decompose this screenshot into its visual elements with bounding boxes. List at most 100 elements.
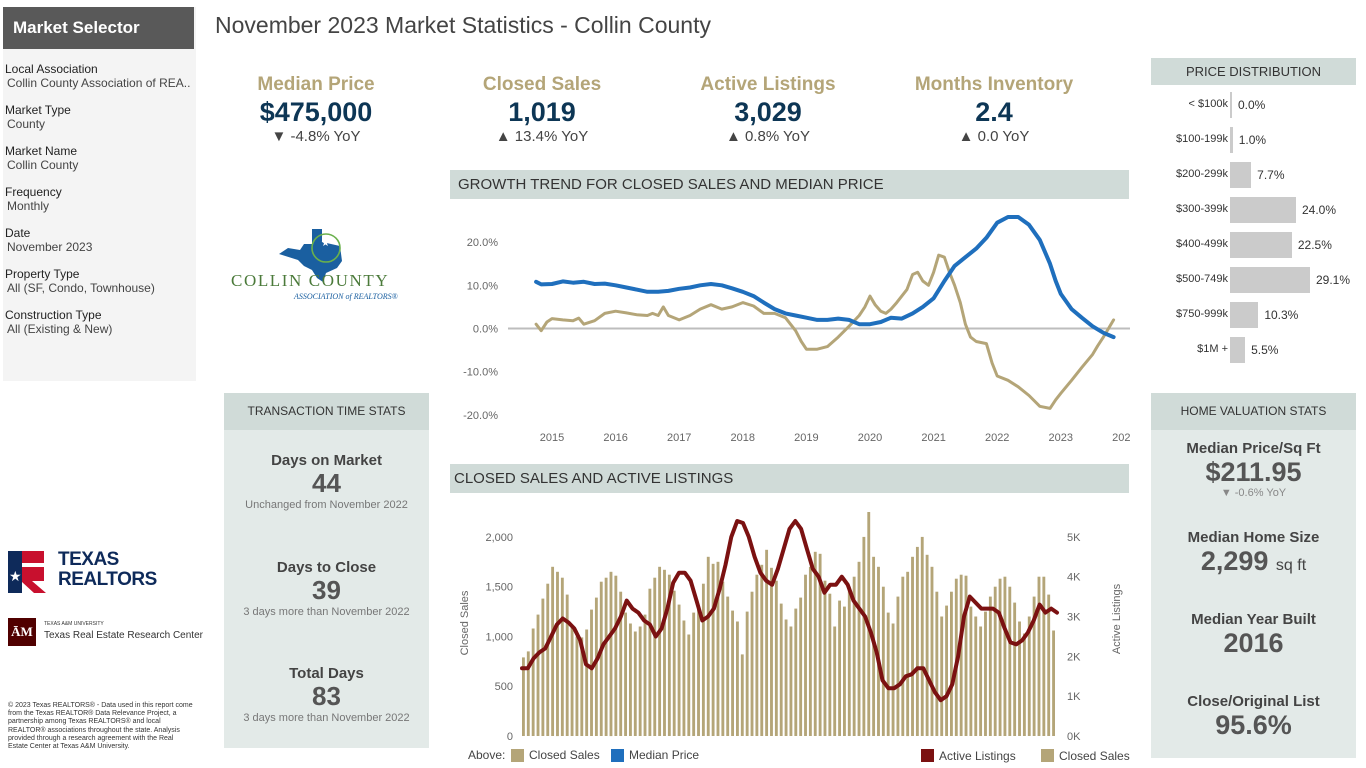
price-bar [1230,232,1292,258]
closed-sales-bar [599,581,603,736]
closed-sales-bar [522,657,525,736]
closed-sales-bar [1008,586,1012,736]
price-bar [1230,337,1246,363]
price-row[interactable]: $100-199k 1.0% [1151,127,1356,153]
stat-label: Close/Original List [1187,693,1320,710]
closed-sales-bar [974,616,978,736]
y-axis-label: Closed Sales [459,590,471,655]
legend-swatch-median-price [611,749,624,762]
closed-sales-bar [804,574,807,736]
texas-map-icon: ★ [279,229,342,282]
closed-sales-active-listings-chart[interactable]: Closed Sales Active Listings 2,000 1,500 1,0… [450,495,1130,768]
kpi-title: Median Price [257,74,375,95]
market-selector-title: Market Selector [3,7,194,49]
price-row[interactable]: $500-749k 29.1% [1151,267,1356,293]
closed-sales-bar [716,561,720,736]
closed-sales-bar [711,563,715,736]
price-row[interactable]: $750-999k 10.3% [1151,302,1356,328]
home-valuation-stats-panel: HOME VALUATION STATS Median Price/Sq Ft … [1151,393,1356,758]
filter-market-type[interactable]: Market Type County [3,103,196,131]
closed-sales-bar [940,616,944,736]
price-range-label: $500-749k [1176,273,1228,285]
stat-label: Median Price/Sq Ft [1186,440,1321,457]
kpi-value: 3,029 [734,97,802,127]
legend-active-listings[interactable]: Active Listings [939,749,1016,763]
legend-closed-sales-2[interactable]: Closed Sales [1059,749,1130,763]
price-pct: 10.3% [1264,308,1299,322]
x-tick-label: 2022 [985,432,1009,444]
closed-sales-bar [911,556,914,736]
closed-sales-bar [979,626,983,736]
filter-local-association[interactable]: Local Association Collin County Associat… [3,62,196,90]
kpi-value: $475,000 [259,97,373,127]
tamu-label: TEXAS A&M UNIVERSITY [44,621,104,627]
closed-sales-bar [682,620,686,736]
filter-value[interactable]: Collin County Association of REA.. [7,76,191,90]
filter-market-name[interactable]: Market Name Collin County [3,144,196,172]
stat-median-year-built: Median Year Built 2016 [1151,611,1356,658]
closed-sales-bar [920,536,924,736]
closed-sales-bar [935,591,939,736]
closed-sales-bar [993,586,997,736]
x-tick-label: 2024 [1112,432,1130,444]
closed-sales-bar [624,612,627,736]
price-row[interactable]: $1M + 5.5% [1151,337,1356,363]
filter-value[interactable]: November 2023 [7,240,93,254]
closed-sales-bar [590,609,593,736]
y-tick-label: -10.0% [463,367,498,379]
price-bar [1230,92,1232,118]
filter-value[interactable]: Monthly [7,199,50,213]
legend-median-price[interactable]: Median Price [629,748,700,762]
legend-swatch-closed-sales-2 [1041,749,1054,762]
filter-date[interactable]: Date November 2023 [3,226,196,254]
price-row[interactable]: $300-399k 24.0% [1151,197,1356,223]
filter-value[interactable]: All (SF, Condo, Townhouse) [7,281,155,295]
price-row[interactable]: $200-299k 7.7% [1151,162,1356,188]
filter-value[interactable]: Collin County [7,158,79,172]
closed-sales-bar [692,612,696,736]
closed-sales-bar [813,551,817,736]
closed-sales-bar [964,575,968,736]
legend-closed-sales[interactable]: Closed Sales [529,748,600,762]
price-range-label: $400-499k [1176,238,1228,250]
stat-days-on-market: Days on Market 44 Unchanged from Novembe… [224,452,429,511]
filter-value[interactable]: County [7,117,46,131]
stat-note: ▼ -0.6% YoY [1220,487,1287,499]
closed-sales-bar [638,626,642,736]
closed-sales-bar [560,577,564,736]
price-range-label: $300-399k [1176,203,1228,215]
growth-trend-chart[interactable]: 20.0% 10.0% 0.0% -10.0% -20.0% 2015 2016 2017 20… [450,200,1130,450]
svg-text:★: ★ [321,238,330,249]
transaction-time-stats-title: TRANSACTION TIME STATS [224,393,429,430]
logo-name: COLLIN COUNTY [231,271,390,290]
price-row[interactable]: $400-499k 22.5% [1151,232,1356,258]
stat-median-price-sqft: Median Price/Sq Ft $211.95 ▼ -0.6% YoY [1151,440,1356,499]
legend-swatch-closed-sales [511,749,524,762]
price-pct: 22.5% [1297,238,1332,252]
closed-sales-bar [862,536,866,736]
closed-sales-bar [531,628,535,736]
closed-sales-bar [570,626,574,736]
closed-sales-bar [784,619,788,736]
filter-value[interactable]: All (Existing & New) [7,322,113,336]
price-distribution-chart: < $100k 0.0% $100-199k 1.0% $200-299k 7.… [1151,92,1356,372]
closed-sales-bar [565,594,569,736]
closed-sales-bar [818,553,822,736]
filter-property-type[interactable]: Property Type All (SF, Condo, Townhouse) [3,267,196,295]
price-range-label: $200-299k [1176,168,1228,180]
closed-sales-bar [808,566,812,736]
closed-sales-bar [546,583,550,736]
median-price-line [534,215,1116,340]
filter-frequency[interactable]: Frequency Monthly [3,185,196,213]
price-pct: 7.7% [1257,168,1285,182]
filter-construction-type[interactable]: Construction Type All (Existing & New) [3,308,196,336]
closed-sales-bar [838,600,841,736]
stat-value: 83 [312,681,341,711]
closed-sales-bar [750,591,754,736]
price-row[interactable]: < $100k 0.0% [1151,92,1356,118]
stat-value: $211.95 [1205,457,1302,487]
closed-sales-bar [1052,630,1055,736]
closed-sales-bar [726,596,730,736]
closed-sales-bar [585,629,589,736]
kpi-change: ▲ 0.0 YoY [958,128,1030,145]
